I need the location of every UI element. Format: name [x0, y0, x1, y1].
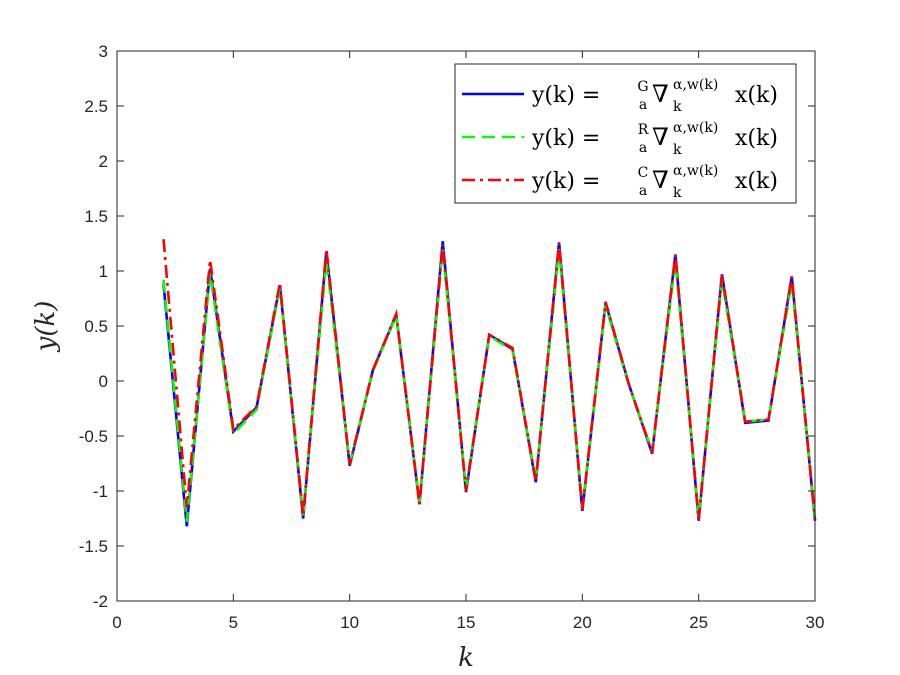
x-tick-label: 30 [806, 613, 825, 632]
y-tick-label: 0.5 [84, 317, 108, 336]
x-tick-label: 10 [340, 613, 359, 632]
legend-lower-limit: a [639, 140, 647, 156]
x-tick-label: 15 [457, 613, 476, 632]
legend-fraction-type: C [638, 165, 649, 181]
x-tick-label: 25 [689, 613, 708, 632]
legend-lower-limit: a [639, 97, 647, 113]
series-line-3 [162, 238, 817, 520]
legend-box [454, 63, 797, 204]
legend-upper-limit: k [673, 142, 682, 158]
y-tick-label: -1.5 [79, 537, 108, 556]
legend-nabla-operator: ∇ [652, 80, 669, 108]
legend-order: α,w(k) [673, 163, 718, 179]
y-tick-label: 2 [99, 152, 108, 171]
tick-layer: 0 5 10 15 20 25 30 -2 -1.5 -1 -0.5 0 0.5 1 1.5 2 2.5 3 [79, 42, 825, 632]
legend-lhs: y(k) = [531, 169, 600, 194]
x-tick-label: 20 [573, 613, 592, 632]
legend-fraction-type: G [637, 79, 648, 95]
y-tick-label: 2.5 [84, 97, 108, 116]
y-tick-label: -0.5 [79, 427, 108, 446]
legend-nabla-operator: ∇ [652, 123, 669, 151]
legend-lower-limit: a [639, 183, 647, 199]
legend-rhs: x(k) [735, 169, 778, 194]
y-tick-label: -1 [93, 482, 108, 501]
legend-lhs: y(k) = [531, 83, 600, 108]
y-tick-label: 0 [99, 372, 108, 391]
legend-entry-1: y(k) = Ga ∇ α,w(k) k x(k) [531, 77, 778, 115]
legend-entry-3: y(k) = Ca ∇ α,w(k) k x(k) [531, 163, 778, 201]
legend-rhs: x(k) [735, 126, 778, 151]
x-tick-label: 0 [112, 613, 121, 632]
legend-order: α,w(k) [673, 77, 718, 93]
y-tick-label: 3 [99, 42, 108, 61]
y-tick-label: 1.5 [84, 207, 108, 226]
legend-lhs: y(k) = [531, 126, 600, 151]
series-layer [162, 238, 817, 527]
legend-entry-2: y(k) = Ra ∇ α,w(k) k x(k) [531, 120, 778, 158]
x-tick-label: 5 [229, 613, 238, 632]
legend-nabla-operator: ∇ [652, 166, 669, 194]
y-tick-label: -2 [93, 592, 108, 611]
legend-upper-limit: k [673, 185, 682, 201]
legend-order: α,w(k) [673, 120, 718, 136]
y-axis-label: y(k) [31, 301, 61, 353]
x-axis-label: k [458, 643, 474, 673]
legend-upper-limit: k [673, 99, 682, 115]
legend-rhs: x(k) [735, 83, 778, 108]
legend-fraction-type: R [638, 122, 649, 138]
y-tick-label: 1 [99, 262, 108, 281]
legend: y(k) = Ga ∇ α,w(k)k x(k)y(k) = Ra ∇ α,w(k)k x(k)… [454, 63, 797, 204]
